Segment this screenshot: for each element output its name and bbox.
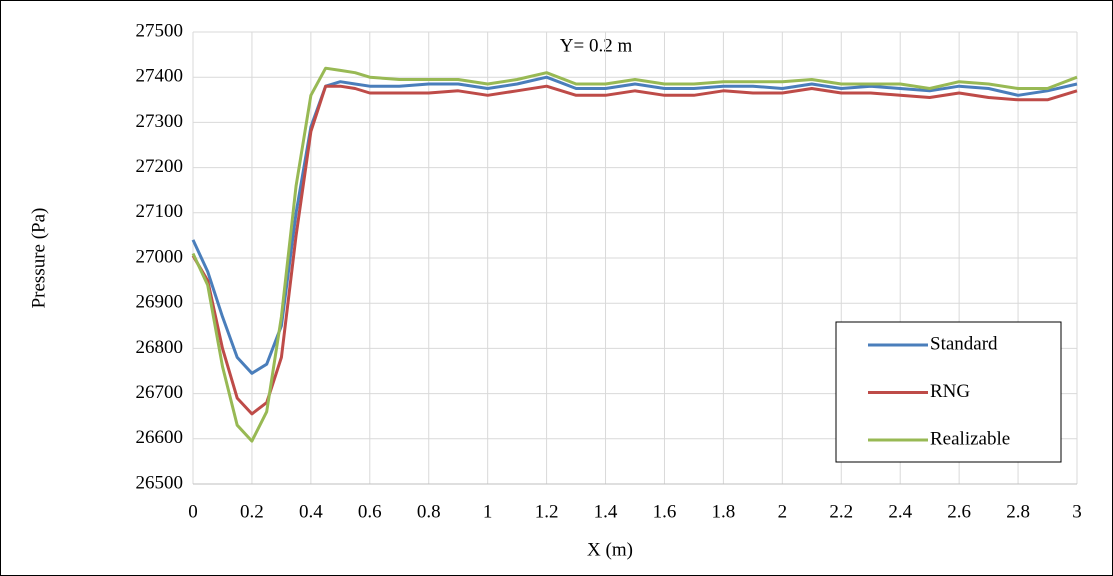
y-tick-label: 26900 (136, 292, 184, 313)
y-tick-label: 27300 (136, 111, 184, 132)
x-tick-label: 1.8 (712, 501, 736, 522)
x-tick-label: 1.2 (535, 501, 559, 522)
series-line (191, 84, 1078, 416)
y-tick-label: 27000 (136, 246, 184, 267)
y-tick-label: 27400 (136, 66, 184, 87)
x-tick-label: 2.4 (888, 501, 912, 522)
x-tick-label: 1.6 (653, 501, 677, 522)
x-tick-label: 1 (483, 501, 493, 522)
x-tick-label: 0.2 (240, 501, 264, 522)
y-tick-label: 26700 (136, 382, 184, 403)
y-tick-label: 27200 (136, 156, 184, 177)
x-tick-label: 0 (188, 501, 198, 522)
legend-label: Standard (930, 333, 998, 354)
y-tick-label: 27100 (136, 201, 184, 222)
y-tick-label: 27500 (136, 20, 184, 41)
x-tick-label: 2.8 (1006, 501, 1030, 522)
y-tick-label: 26800 (136, 337, 184, 358)
series-line (191, 66, 1078, 443)
x-tick-label: 2 (778, 501, 788, 522)
x-tick-label: 0.4 (299, 501, 323, 522)
legend-label: Realizable (930, 428, 1010, 449)
legend-label: RNG (930, 381, 970, 402)
x-tick-label: 0.6 (358, 501, 382, 522)
x-tick-label: 1.4 (594, 501, 618, 522)
x-tick-label: 2.6 (947, 501, 971, 522)
x-tick-label: 2.2 (829, 501, 853, 522)
y-tick-label: 26600 (136, 427, 184, 448)
x-tick-label: 3 (1072, 501, 1082, 522)
y-tick-label: 26500 (136, 472, 184, 493)
x-tick-label: 0.8 (417, 501, 441, 522)
y-axis-label: Pressure (Pa) (28, 208, 49, 309)
annotation: Y= 0.2 m (560, 35, 633, 56)
x-axis-label: X (m) (587, 539, 633, 560)
